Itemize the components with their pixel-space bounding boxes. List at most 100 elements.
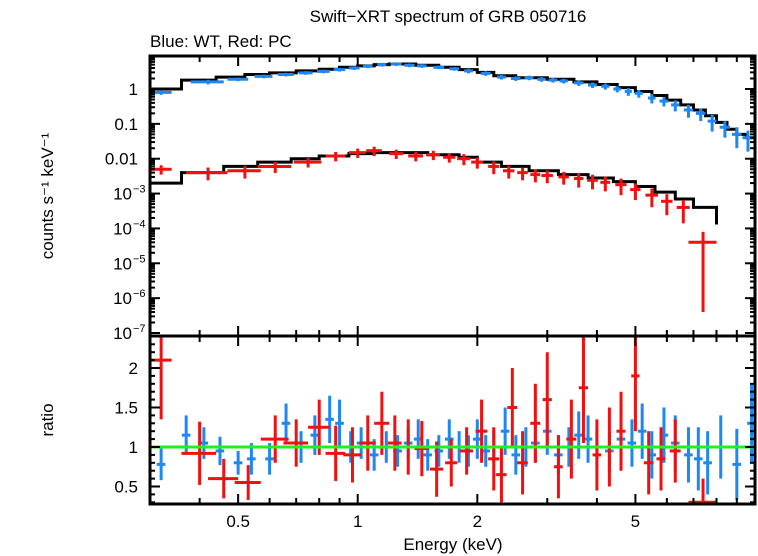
spectrum-point-wt: [634, 89, 643, 98]
ratio-point-wt: [156, 448, 166, 481]
spectrum-point-wt: [707, 114, 717, 132]
spectrum-point-wt: [417, 64, 427, 68]
spectrum-point-pc: [676, 199, 690, 224]
spectrum-point-pc: [325, 151, 346, 162]
ratio-point-pc: [496, 447, 507, 503]
spectrum-point-wt: [510, 76, 521, 81]
spectrum-point-pc: [600, 176, 611, 192]
spectrum-point-pc: [293, 158, 322, 168]
spectrum-point-wt: [463, 68, 473, 74]
spectrum-point-wt: [683, 104, 693, 118]
spectrum-point-wt: [404, 63, 415, 68]
spectrum-point-wt: [190, 79, 224, 85]
spectrum-point-wt: [548, 77, 558, 83]
spectrum-point-pc: [426, 150, 440, 161]
y-tick-exponent: −3: [133, 184, 146, 196]
ratio-point-pc: [616, 391, 626, 471]
x-tick-label: 5: [631, 512, 640, 531]
ratio-point-pc: [414, 420, 429, 477]
ratio-point-pc: [429, 441, 444, 497]
ratio-point-wt: [627, 419, 637, 467]
x-axis-label: Energy (keV): [403, 535, 502, 554]
ratio-point-pc: [507, 368, 518, 447]
x-tick-label: 0.5: [226, 512, 250, 531]
ratio-point-pc: [530, 383, 541, 463]
spectrum-point-pc: [408, 151, 424, 162]
ratio-point-pc: [631, 337, 640, 432]
ratio-point-wt: [693, 427, 703, 491]
ratio-point-pc: [325, 425, 346, 481]
chart-subtitle: Blue: WT, Red: PC: [150, 32, 292, 51]
spectrum-point-wt: [480, 71, 491, 76]
spectrum-point-pc: [630, 183, 641, 201]
spectrum-point-pc: [389, 149, 403, 160]
ratio-point-pc: [475, 399, 488, 463]
ratio-point-wt: [335, 399, 344, 447]
ratio-point-wt: [325, 395, 334, 444]
x-tick-label: 2: [473, 512, 482, 531]
ratio-y-tick-label: 1.5: [114, 399, 138, 418]
spectrum-point-pc: [615, 178, 627, 196]
spectrum-point-pc: [558, 171, 569, 185]
ratio-point-pc: [488, 427, 500, 491]
spectrum-point-pc: [573, 172, 584, 188]
ratio-point-pc: [208, 458, 239, 499]
ratio-point-pc: [643, 431, 654, 495]
ratio-point-pc: [283, 419, 309, 467]
spectrum-point-pc: [541, 170, 553, 184]
spectrum-point-pc: [443, 153, 456, 163]
spectrum-point-pc: [471, 157, 484, 169]
ratio-point-wt: [583, 415, 593, 463]
y-tick-label: 10: [113, 219, 132, 238]
ratio-point-pc: [343, 427, 362, 483]
ratio-point-pc: [359, 415, 376, 471]
spectrum-point-wt: [298, 71, 313, 75]
spectrum-point-pc: [348, 148, 367, 158]
ratio-frame: [148, 334, 757, 506]
ratio-point-pc: [460, 427, 473, 475]
ratio-point-pc: [669, 419, 681, 483]
spectrum-point-wt: [613, 86, 622, 93]
ratio-point-wt: [281, 403, 291, 444]
spectrum-point-pc: [645, 188, 659, 208]
ratio-point-pc: [566, 399, 577, 479]
spectrum-point-wt: [449, 67, 460, 71]
ratio-point-wt: [215, 436, 225, 466]
ratio-point-pc: [542, 352, 552, 447]
spectrum-point-wt: [601, 83, 610, 90]
spectrum-point-wt: [573, 80, 584, 86]
spectrum-point-wt: [317, 69, 330, 74]
spectrum-point-wt: [377, 62, 387, 67]
y-tick-label: 10: [113, 324, 132, 343]
ratio-point-pc: [181, 421, 217, 485]
spectrum-point-pc: [186, 167, 228, 181]
ratio-point-pc: [554, 435, 563, 499]
spectrum-point-wt: [671, 100, 680, 112]
ratio-y-label: ratio: [38, 403, 57, 436]
ratio-point-wt: [181, 415, 191, 455]
spectrum-point-wt: [333, 67, 346, 72]
spectrum-point-wt: [390, 62, 402, 66]
ratio-point-wt: [233, 450, 243, 475]
ratio-point-pc: [592, 419, 602, 491]
spectrum-point-pc: [587, 174, 598, 190]
y-tick-label: 10: [113, 254, 132, 273]
ratio-data: [150, 337, 755, 504]
spectrum-point-pc: [227, 165, 261, 179]
spectrum-data: [150, 62, 754, 313]
ratio-point-pc: [517, 431, 528, 495]
ratio-point-pc: [656, 427, 666, 491]
ratio-point-wt: [511, 435, 521, 475]
y-tick-label: 0.1: [114, 115, 138, 134]
spectrum-point-pc: [457, 154, 471, 166]
spectrum-point-wt: [659, 97, 669, 107]
spectrum-point-wt: [433, 65, 445, 70]
ratio-point-pc: [260, 415, 289, 463]
ratio-y-tick-label: 0.5: [114, 478, 138, 497]
y-tick-label: 10: [113, 185, 132, 204]
ratio-point-wt: [637, 403, 647, 459]
spectrum-point-pc: [530, 169, 541, 183]
spectrum-point-pc: [366, 146, 382, 157]
spectrum-point-wt: [719, 121, 730, 138]
